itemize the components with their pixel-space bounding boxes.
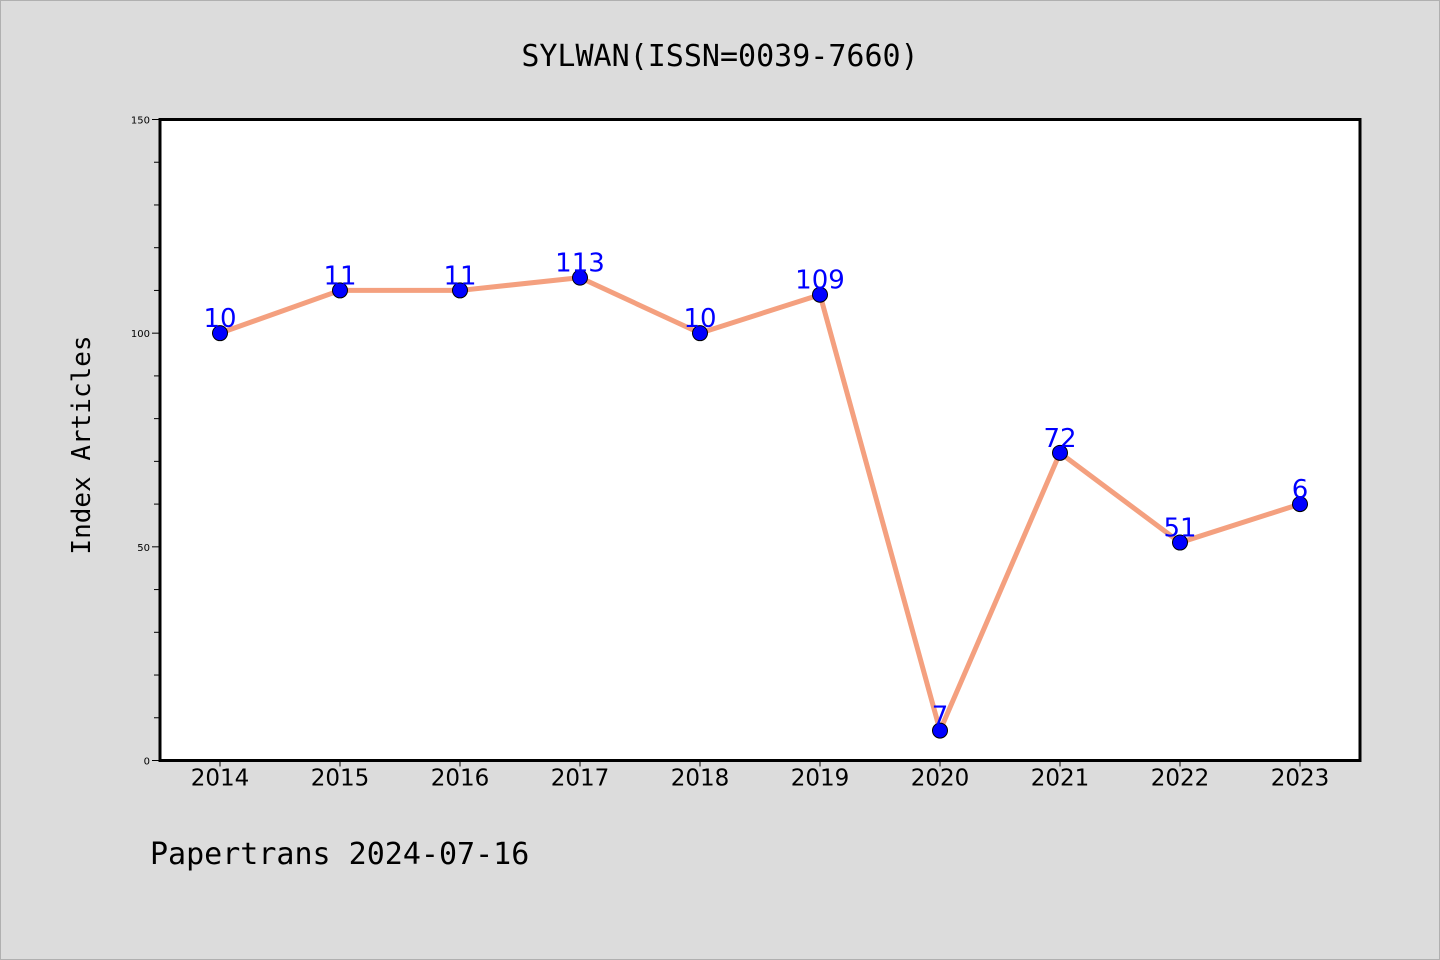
x-tick-label: 2022 — [1151, 766, 1210, 792]
data-point — [932, 722, 948, 739]
data-label: 10 — [203, 304, 236, 334]
data-label: 6 — [1292, 475, 1309, 505]
data-label: 51 — [1163, 514, 1196, 544]
y-tick-label: 50 — [137, 543, 150, 554]
y-tick-label: 150 — [131, 116, 150, 127]
x-tick-label: 2020 — [911, 766, 970, 792]
series-line — [219, 275, 1301, 734]
footer-text: Papertrans 2024-07-16 — [150, 837, 529, 872]
x-tick-label: 2021 — [1031, 766, 1090, 792]
x-tick-label: 2019 — [791, 766, 850, 792]
y-tick-label: 100 — [131, 329, 150, 340]
data-point — [1172, 534, 1188, 551]
x-tick-label: 2014 — [191, 766, 250, 792]
data-point — [1052, 444, 1068, 461]
x-tick-label: 2018 — [671, 766, 730, 792]
data-label: 72 — [1043, 424, 1076, 454]
x-tick-label: 2023 — [1271, 766, 1330, 792]
x-tick-label: 2016 — [431, 766, 490, 792]
y-tick-label: 0 — [144, 757, 150, 768]
data-markers — [212, 269, 1308, 739]
data-label: 109 — [795, 266, 845, 296]
chart-title: SYLWAN(ISSN=0039-7660) — [521, 39, 918, 74]
y-axis-label: Index Articles — [67, 335, 97, 554]
data-label: 11 — [323, 261, 356, 291]
data-label: 10 — [683, 304, 716, 334]
x-axis: 2014 2015 2016 2017 2018 2019 2020 2021 2022 2023 — [191, 760, 1330, 792]
data-point — [212, 325, 228, 342]
data-point — [692, 325, 708, 342]
data-point — [1292, 496, 1308, 513]
data-label: 113 — [555, 249, 605, 279]
data-point — [332, 282, 348, 299]
data-point — [572, 269, 588, 286]
y-axis: 0 50 100 150 — [131, 116, 160, 768]
x-tick-label: 2015 — [311, 766, 370, 792]
data-label: 7 — [932, 702, 949, 732]
data-label: 11 — [443, 261, 476, 291]
data-point — [452, 282, 468, 299]
plot-area — [158, 118, 1362, 762]
x-tick-label: 2017 — [551, 766, 610, 792]
data-point — [812, 286, 828, 303]
data-labels: 10 11 11 113 10 109 7 72 51 6 — [203, 249, 1308, 732]
